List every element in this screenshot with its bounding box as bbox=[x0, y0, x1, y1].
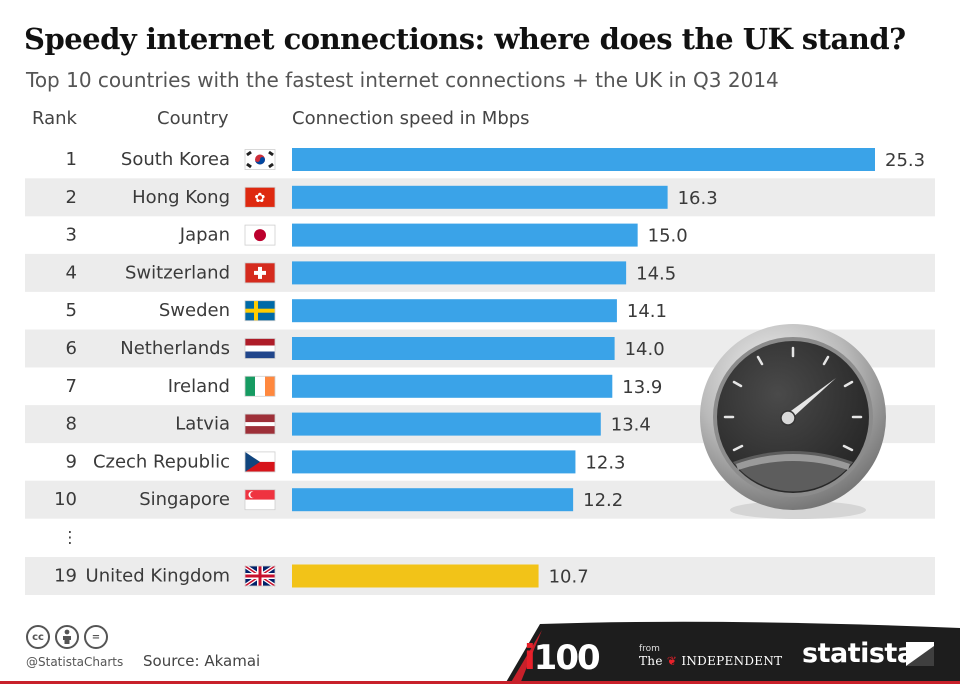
country-label: Switzerland bbox=[125, 262, 230, 283]
flag-latvia-icon bbox=[244, 413, 276, 435]
bar bbox=[292, 185, 668, 209]
bar bbox=[292, 261, 627, 285]
value-label: 15.0 bbox=[648, 226, 688, 247]
statista-handle: @StatistaCharts bbox=[26, 655, 124, 669]
rank-column-header: Rank bbox=[32, 108, 77, 129]
independent-the: The bbox=[639, 654, 663, 668]
rank-label: 4 bbox=[66, 262, 77, 283]
speedometer-icon bbox=[700, 324, 886, 519]
country-label: Latvia bbox=[175, 414, 230, 435]
flag-south-korea-icon bbox=[244, 149, 276, 170]
rank-label: 6 bbox=[66, 338, 77, 359]
from-label: from bbox=[639, 644, 660, 654]
rank-label: 9 bbox=[66, 451, 77, 472]
bar bbox=[292, 450, 576, 474]
value-label: 14.5 bbox=[636, 263, 676, 284]
country-label: United Kingdom bbox=[86, 566, 230, 587]
country-column-header: Country bbox=[157, 108, 229, 129]
bar bbox=[292, 337, 615, 360]
footer-band bbox=[0, 621, 960, 684]
i100-logo: i100 bbox=[524, 638, 601, 678]
flag-hong-kong-icon: ✿ bbox=[244, 186, 276, 208]
country-label: Hong Kong bbox=[132, 187, 230, 208]
bar-highlight bbox=[292, 564, 539, 588]
by-icon bbox=[55, 625, 79, 649]
country-label: Czech Republic bbox=[93, 451, 230, 472]
country-label: Netherlands bbox=[120, 338, 230, 359]
country-label: Singapore bbox=[139, 489, 230, 510]
country-label: South Korea bbox=[121, 149, 230, 170]
svg-text:✿: ✿ bbox=[255, 191, 266, 206]
value-label: 14.0 bbox=[625, 339, 665, 360]
bar bbox=[292, 299, 617, 323]
value-label: 14.1 bbox=[627, 301, 667, 322]
ellipsis-marker: ⋮ bbox=[62, 528, 78, 547]
value-label: 25.3 bbox=[885, 150, 925, 171]
value-label: 12.3 bbox=[585, 452, 625, 473]
value-label: 16.3 bbox=[678, 188, 718, 209]
bar bbox=[292, 412, 601, 436]
flag-singapore-icon bbox=[244, 489, 276, 511]
value-label: 12.2 bbox=[583, 490, 623, 511]
license-icons: cc = bbox=[26, 625, 108, 649]
rank-label: 1 bbox=[66, 149, 77, 170]
rank-label: 19 bbox=[54, 566, 77, 587]
rank-label: 2 bbox=[66, 187, 77, 208]
flag-switzerland-icon bbox=[244, 262, 276, 284]
rank-label: 5 bbox=[66, 300, 77, 321]
i100-logo-i: i bbox=[524, 638, 536, 678]
flag-netherlands-icon bbox=[244, 338, 276, 359]
bar bbox=[292, 148, 875, 171]
bar bbox=[292, 488, 574, 512]
independent-name: INDEPENDENT bbox=[681, 654, 783, 668]
country-label: Sweden bbox=[159, 300, 230, 321]
independent-logo: The ❦ INDEPENDENT bbox=[639, 654, 782, 668]
flag-ireland-icon bbox=[244, 375, 276, 397]
cc-icon: cc bbox=[26, 625, 50, 649]
source-note: Source: Akamai bbox=[143, 652, 261, 670]
bar bbox=[292, 223, 638, 247]
i100-logo-number: 100 bbox=[533, 638, 601, 678]
country-label: Ireland bbox=[168, 376, 230, 397]
eagle-icon: ❦ bbox=[662, 654, 682, 668]
flag-japan-icon bbox=[244, 224, 276, 246]
nd-icon: = bbox=[84, 625, 108, 649]
chart-title: Speedy internet connections: where does … bbox=[24, 22, 906, 56]
rank-label: 3 bbox=[66, 225, 77, 246]
speed-column-header: Connection speed in Mbps bbox=[292, 108, 530, 129]
value-label: 13.4 bbox=[611, 415, 651, 436]
rank-label: 7 bbox=[66, 376, 77, 397]
flag-united-kingdom-icon bbox=[243, 564, 277, 588]
bar bbox=[292, 374, 613, 398]
flag-czech-republic-icon bbox=[244, 451, 276, 473]
rank-label: 8 bbox=[66, 414, 77, 435]
chart-subtitle: Top 10 countries with the fastest intern… bbox=[26, 68, 779, 92]
country-label: Japan bbox=[179, 225, 230, 246]
value-label: 10.7 bbox=[549, 567, 589, 588]
value-label: 13.9 bbox=[622, 377, 662, 398]
flag-sweden-icon bbox=[244, 300, 276, 322]
statista-mark-icon bbox=[906, 642, 934, 666]
rank-label: 10 bbox=[54, 489, 77, 510]
statista-logo: statista bbox=[802, 638, 915, 669]
